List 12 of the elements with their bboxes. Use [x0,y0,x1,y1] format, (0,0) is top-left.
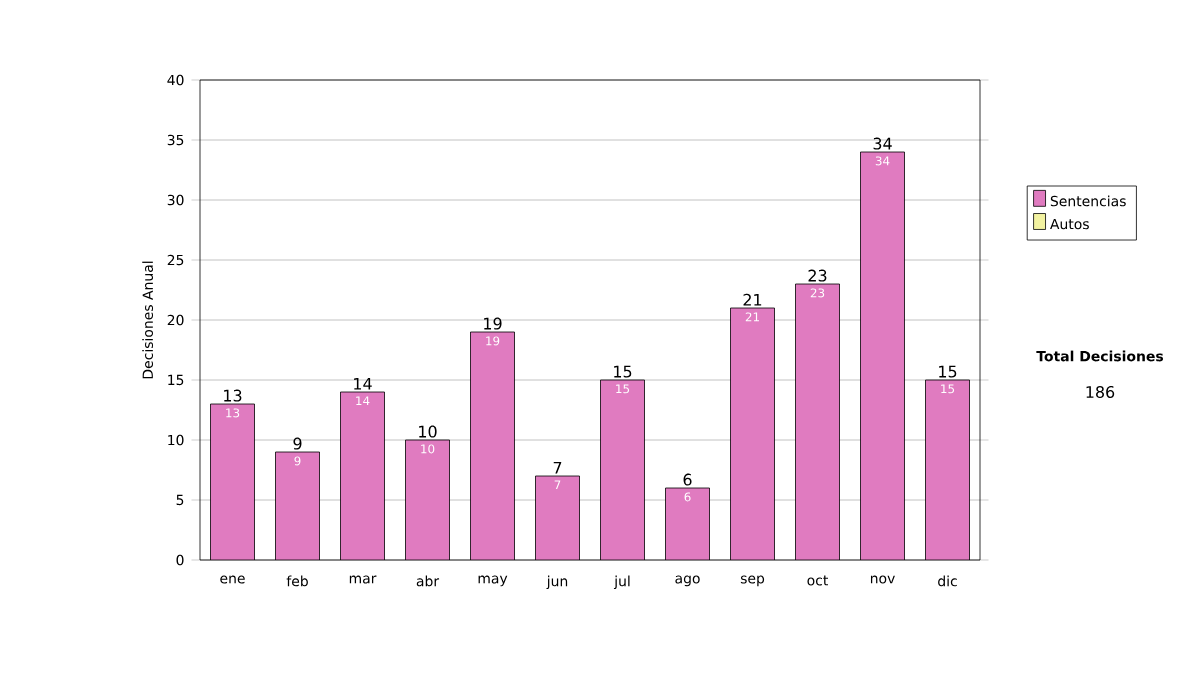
bar [860,152,905,560]
bar [405,440,450,560]
bar [340,392,385,560]
bar [665,488,710,560]
bar [535,476,580,560]
bar [470,332,515,560]
bar [925,379,970,560]
bar [275,452,320,560]
bar [730,308,775,560]
bar [600,380,645,560]
bar [795,284,840,560]
bar [210,404,255,560]
